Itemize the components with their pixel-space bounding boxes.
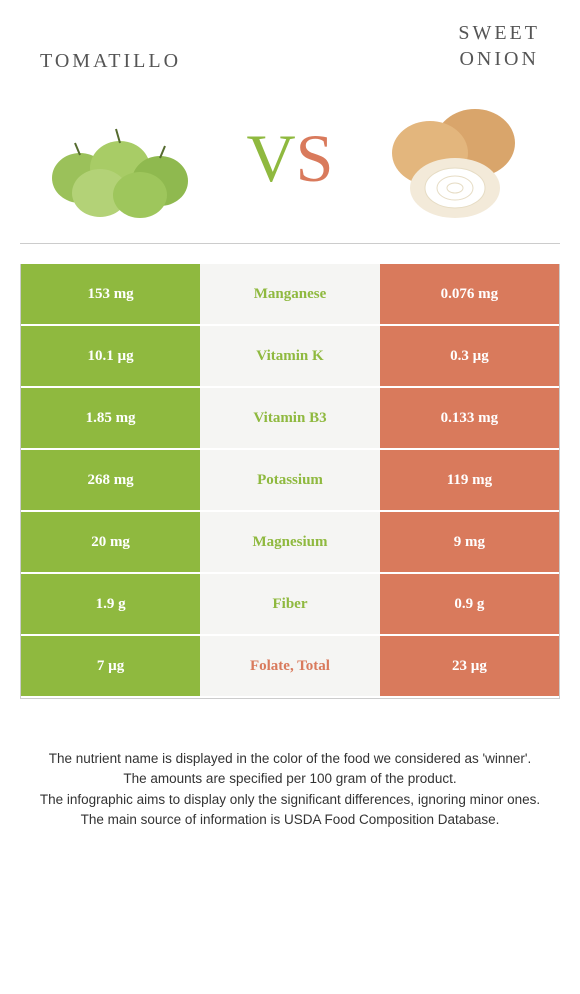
nutrient-name: Magnesium [200,512,380,574]
table-row: 153 mgManganese0.076 mg [21,264,559,326]
left-value: 1.9 g [21,574,200,636]
table-row: 268 mgPotassium119 mg [21,450,559,512]
footer-line: The infographic aims to display only the… [20,790,560,810]
vs-v: V [247,120,296,196]
food-left-image [40,93,210,223]
left-value: 153 mg [21,264,200,326]
footer-line: The nutrient name is displayed in the co… [20,749,560,769]
right-value: 0.9 g [380,574,559,636]
left-value: 7 µg [21,636,200,698]
food-left-title: Tomatillo [40,50,181,73]
nutrient-table: 153 mgManganese0.076 mg10.1 µgVitamin K0… [20,264,560,699]
header: Tomatillo Sweet Onion [0,0,580,83]
right-value: 119 mg [380,450,559,512]
table-row: 7 µgFolate, total23 µg [21,636,559,698]
food-right-image [370,93,540,223]
nutrient-name: Vitamin B3 [200,388,380,450]
table-row: 20 mgMagnesium9 mg [21,512,559,574]
nutrient-name: Vitamin K [200,326,380,388]
vs-label: VS [247,119,334,198]
table-row: 10.1 µgVitamin K0.3 µg [21,326,559,388]
nutrient-name: Potassium [200,450,380,512]
vs-s: S [296,120,334,196]
right-value: 23 µg [380,636,559,698]
nutrient-name: Folate, total [200,636,380,698]
right-value: 9 mg [380,512,559,574]
footer-notes: The nutrient name is displayed in the co… [0,719,580,850]
right-value: 0.076 mg [380,264,559,326]
left-value: 268 mg [21,450,200,512]
nutrient-name: Manganese [200,264,380,326]
images-row: VS [20,83,560,244]
food-right-title-text: Sweet Onion [458,20,540,72]
table-row: 1.85 mgVitamin B30.133 mg [21,388,559,450]
footer-line: The main source of information is USDA F… [20,810,560,830]
nutrient-name: Fiber [200,574,380,636]
table-row: 1.9 gFiber0.9 g [21,574,559,636]
right-value: 0.133 mg [380,388,559,450]
left-value: 1.85 mg [21,388,200,450]
left-value: 20 mg [21,512,200,574]
food-right-title: Sweet Onion [458,20,540,73]
footer-line: The amounts are specified per 100 gram o… [20,769,560,789]
left-value: 10.1 µg [21,326,200,388]
right-value: 0.3 µg [380,326,559,388]
